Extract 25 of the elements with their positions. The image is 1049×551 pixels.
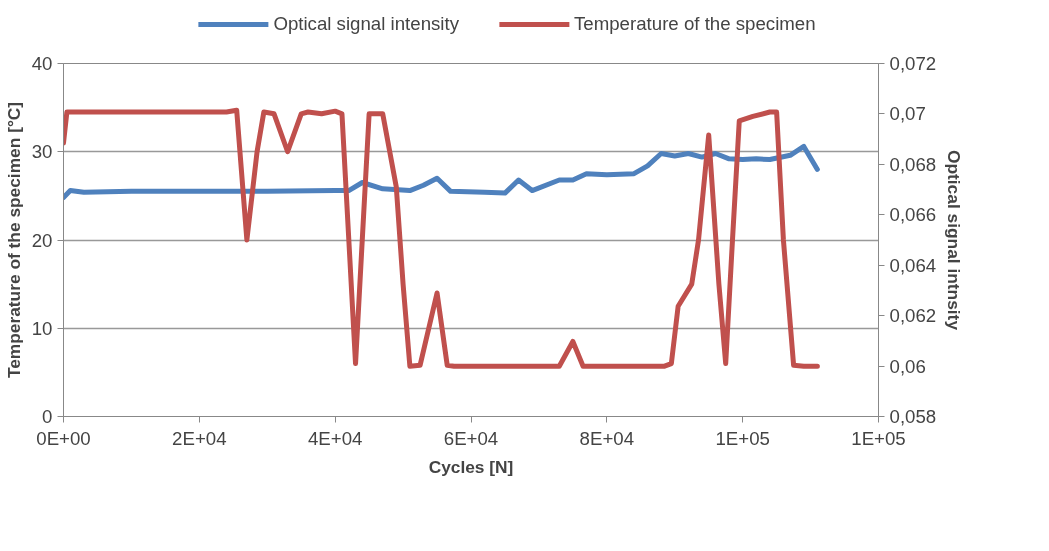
y2-tick-label: 0,058	[889, 406, 937, 427]
x-axis-title: Cycles [N]	[428, 456, 514, 477]
y-tick-label: 10	[31, 317, 53, 339]
legend-label: Optical signal intensity	[273, 13, 459, 35]
y2-tick-label: 0,07	[889, 103, 926, 125]
y-tick-label: 40	[31, 53, 53, 74]
y2-tick-label: 0,062	[889, 305, 937, 327]
y2-tick-label: 0,064	[889, 254, 937, 276]
x-tick-label: 1E+05	[715, 427, 770, 449]
y-axis-title: Temperature of the specimen [°C]	[3, 101, 24, 379]
y2-axis-title: Optical signal intnsity	[944, 149, 965, 331]
x-tick-label: 4E+04	[307, 427, 363, 449]
x-tick-label: 8E+04	[579, 427, 635, 449]
legend-label: Temperature of the specimen	[574, 13, 816, 35]
y-tick-label: 20	[31, 229, 53, 251]
x-tick-label: 6E+04	[443, 427, 499, 449]
y-tick-label: 30	[31, 141, 53, 163]
y2-tick-label: 0,072	[889, 53, 937, 74]
y2-tick-label: 0,066	[889, 204, 937, 226]
x-tick-label: 0E+00	[36, 427, 91, 449]
y2-tick-label: 0,06	[889, 355, 926, 377]
y2-tick-label: 0,068	[889, 153, 937, 175]
y-tick-label: 0	[42, 406, 53, 427]
x-tick-label: 1E+05	[851, 427, 906, 449]
x-tick-label: 2E+04	[172, 427, 227, 449]
